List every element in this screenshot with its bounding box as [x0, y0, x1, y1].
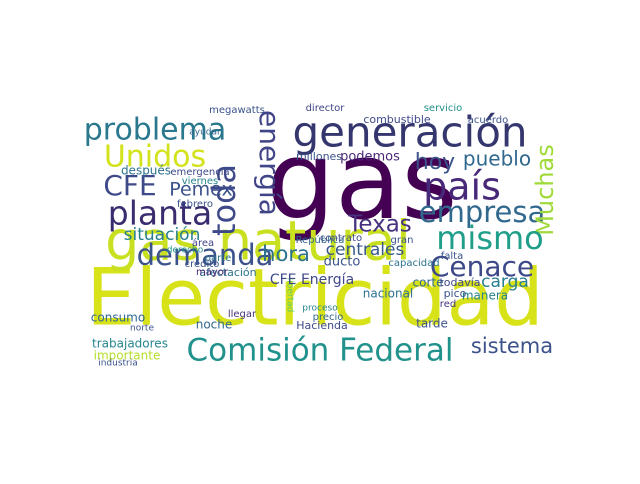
word: carga [481, 272, 529, 292]
word: importante [94, 349, 161, 363]
word: millones [296, 150, 342, 163]
word: demanda [137, 238, 274, 272]
word: consumo [91, 311, 145, 325]
word: centrales [326, 240, 405, 260]
word: CFE Energía [270, 272, 354, 288]
word: febrero [177, 199, 213, 210]
word: energía [253, 110, 286, 216]
word: nacional [363, 287, 414, 301]
word: director [306, 103, 346, 114]
word: servicio [424, 103, 463, 114]
word: gas [266, 119, 457, 244]
word: red [440, 299, 456, 310]
cloud-canvas [80, 115, 560, 370]
word: Electricidad [86, 253, 544, 343]
word: contrato [320, 233, 362, 244]
word: gran [391, 235, 414, 246]
word: Pemex [169, 179, 233, 201]
word: Cenace [430, 250, 534, 283]
word: combustible [363, 113, 431, 126]
word: emergencia [170, 167, 229, 178]
word: parte [205, 253, 232, 264]
word: mismo [436, 219, 543, 257]
word: falta [441, 251, 463, 262]
word: megawatts [209, 105, 265, 116]
word: noche [196, 318, 233, 332]
word: gas natural [105, 210, 411, 273]
word: acuerdo [468, 115, 509, 126]
word: libertad [285, 278, 295, 313]
word: precio [313, 312, 344, 323]
word: República [296, 234, 345, 246]
word: pico [444, 287, 467, 300]
word: ayudar [189, 128, 221, 138]
word: capacidad [388, 258, 439, 269]
word: Muchas [531, 144, 559, 236]
word: llegar [228, 309, 257, 320]
word: hora [262, 242, 310, 266]
word: Unidos [104, 140, 206, 175]
word: proceso [302, 304, 338, 314]
word: empresa [419, 195, 546, 229]
word: generación [292, 108, 527, 157]
word: viernes [182, 176, 218, 187]
word: CFE [103, 169, 156, 202]
word: podemos [340, 150, 400, 165]
word: ducto [324, 255, 361, 270]
word: derecho [167, 246, 204, 256]
word: mayor [196, 267, 229, 278]
word: industria [98, 359, 138, 369]
word: hoy [415, 150, 455, 175]
word: país [423, 165, 501, 209]
word: manera [462, 289, 508, 303]
word: Comisión Federal [187, 333, 454, 369]
word: corte [413, 276, 444, 290]
word: afectación [199, 266, 256, 279]
word: Hacienda [296, 319, 348, 332]
word: situación [124, 225, 201, 245]
word: norte [130, 324, 154, 334]
word: problema [84, 113, 227, 148]
word: pueblo [463, 147, 531, 171]
word: crédito [185, 258, 220, 270]
word: planta [108, 194, 212, 233]
word: sistema [471, 334, 553, 358]
word: Texas [347, 212, 412, 238]
word: trabajadores [92, 337, 168, 351]
word: área [192, 237, 214, 249]
word: todavía [439, 276, 480, 289]
word: tarde [416, 317, 448, 331]
word: toda [205, 164, 243, 236]
word: después [121, 164, 171, 178]
